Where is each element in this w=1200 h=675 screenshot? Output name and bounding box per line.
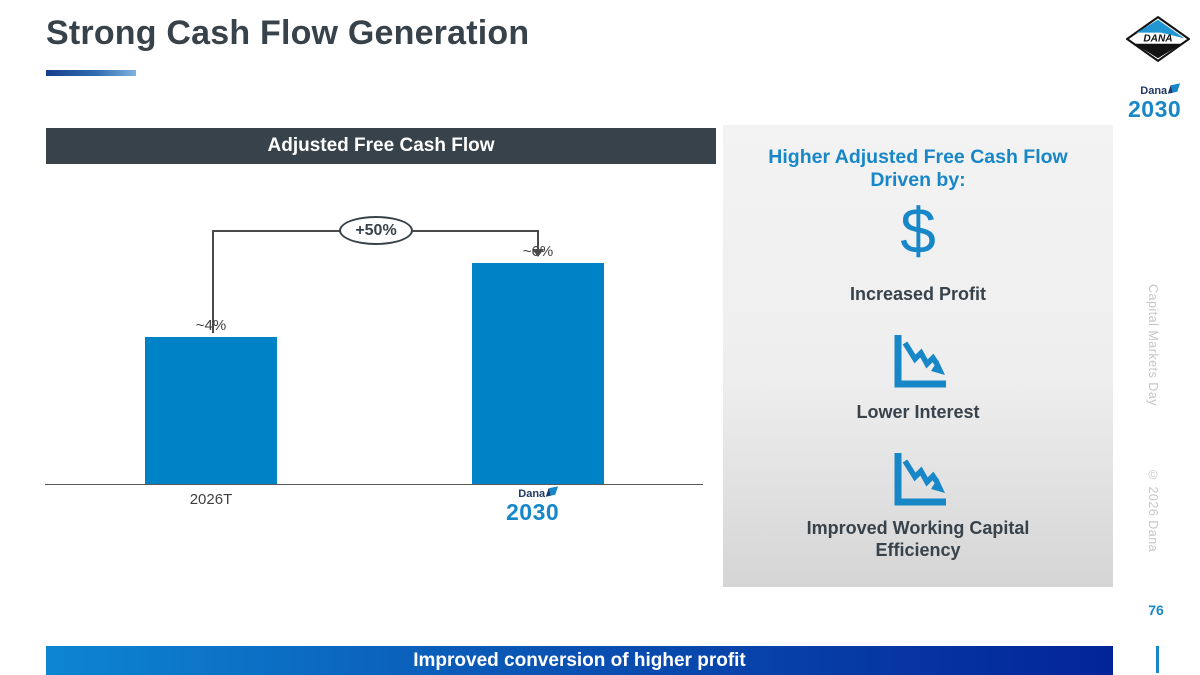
bar-dana-2030 [472,263,604,485]
bar-value-label-2026t: ~4% [195,317,227,334]
side-text-copyright: © 2026 Dana [1146,468,1160,553]
title-underline [46,70,136,76]
driver-label-increased-profit: Increased Profit [849,284,987,304]
page-number: 76 [1148,602,1164,618]
svg-text:DANA: DANA [1143,34,1172,45]
drivers-panel: Higher Adjusted Free Cash Flow Driven by… [723,125,1113,587]
x-axis-label-2026t: 2026T [189,491,233,508]
driver-label-lower-interest: Lower Interest [856,402,980,422]
driver-label-working-capital: Improved Working Capital Efficiency [806,518,1030,560]
x-axis-dana-2030-logo: Dana 2030 [506,486,560,525]
x-axis-line [45,484,703,485]
side-text-capital-markets-day: Capital Markets Day [1146,284,1160,407]
slide-title: Strong Cash Flow Generation [46,14,530,52]
dana-2030-flag-icon [1168,83,1181,94]
bar-2026t [145,337,277,485]
dana-2030-word: Dana [518,488,546,500]
declining-chart-icon [723,331,1113,396]
footer-accent-tick [1156,646,1159,673]
connector-left-line [212,230,214,333]
growth-callout: +50% [339,216,413,245]
dana-2030-word: Dana [1140,85,1168,97]
dana-2030-logo: Dana 2030 [1128,83,1182,122]
dana-2030-year: 2030 [506,499,560,525]
footer-banner: Improved conversion of higher profit [46,646,1113,675]
connector-right-line [537,230,539,250]
dana-logo-icon: DANA [1126,15,1190,63]
dana-2030-flag-icon [546,486,559,497]
dollar-icon: $ [900,195,936,267]
declining-chart-icon [723,449,1113,514]
drivers-panel-heading: Higher Adjusted Free Cash Flow Driven by… [768,146,1068,191]
chart-title-bar: Adjusted Free Cash Flow [46,128,716,164]
dana-2030-year: 2030 [1128,96,1182,122]
connector-arrowhead [532,249,544,257]
